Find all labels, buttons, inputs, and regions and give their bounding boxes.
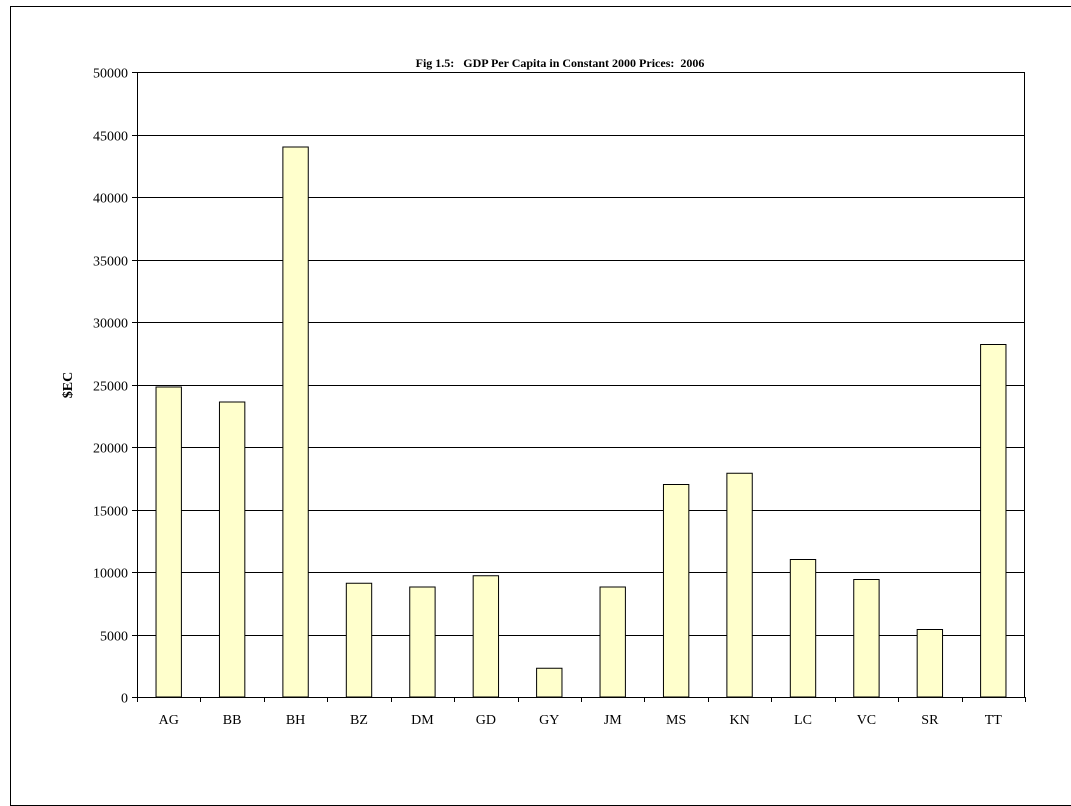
bar-dm (409, 586, 436, 698)
x-tick-label: DM (411, 713, 434, 728)
x-tick-label: JM (604, 713, 622, 728)
x-tick-label: BB (223, 713, 242, 728)
bar-sr (916, 629, 944, 698)
bar-chart: Fig 1.5: GDP Per Capita in Constant 2000… (61, 56, 1026, 728)
x-tick-label: KN (729, 713, 749, 728)
y-tick-label: 30000 (93, 317, 128, 332)
x-tick-label: VC (857, 713, 876, 728)
bars (155, 146, 1007, 698)
chart-title: Fig 1.5: GDP Per Capita in Constant 2000… (416, 56, 705, 70)
x-tick-label: BZ (350, 713, 368, 728)
bar-vc (853, 579, 880, 698)
bar-bb (218, 401, 246, 698)
gridlines (137, 72, 1025, 636)
bar-ms (662, 484, 690, 698)
x-tick-label: GY (539, 713, 559, 728)
x-tick-label: SR (921, 713, 939, 728)
y-tick-labels: 0 5000 10000 15000 20000 25000 30000 35000 40000… (93, 67, 128, 707)
x-tick-label: AG (159, 713, 179, 728)
bar-bh (282, 146, 309, 698)
y-tick-label: 25000 (93, 380, 128, 395)
bar-jm (599, 586, 626, 698)
bar-lc (789, 559, 817, 698)
bar-gd (472, 575, 500, 698)
bar-gy (536, 667, 563, 698)
y-tick-label: 20000 (93, 442, 128, 457)
x-tick-label: GD (476, 713, 496, 728)
bar-kn (726, 472, 753, 698)
y-tick-label: 10000 (93, 567, 128, 582)
y-tick-label: 5000 (100, 630, 128, 645)
y-tick-label: 45000 (93, 130, 128, 145)
y-tick-label: 0 (121, 692, 128, 707)
axes (132, 72, 1026, 702)
y-tick-label: 15000 (93, 505, 128, 520)
y-tick-label: 40000 (93, 192, 128, 207)
bar-bz (345, 582, 373, 698)
bar-ag (155, 386, 182, 698)
y-tick-label: 50000 (93, 67, 128, 82)
x-tick-label: MS (666, 713, 686, 728)
y-axis-label: $EC (61, 372, 76, 398)
x-tick-labels: AG BB BH BZ DM GD GY JM MS KN LC VC SR TT (159, 713, 1003, 728)
x-tick-label: LC (794, 713, 812, 728)
bar-tt (980, 344, 1007, 698)
x-tick-label: TT (985, 713, 1003, 728)
y-tick-label: 35000 (93, 255, 128, 270)
x-tick-label: BH (286, 713, 305, 728)
